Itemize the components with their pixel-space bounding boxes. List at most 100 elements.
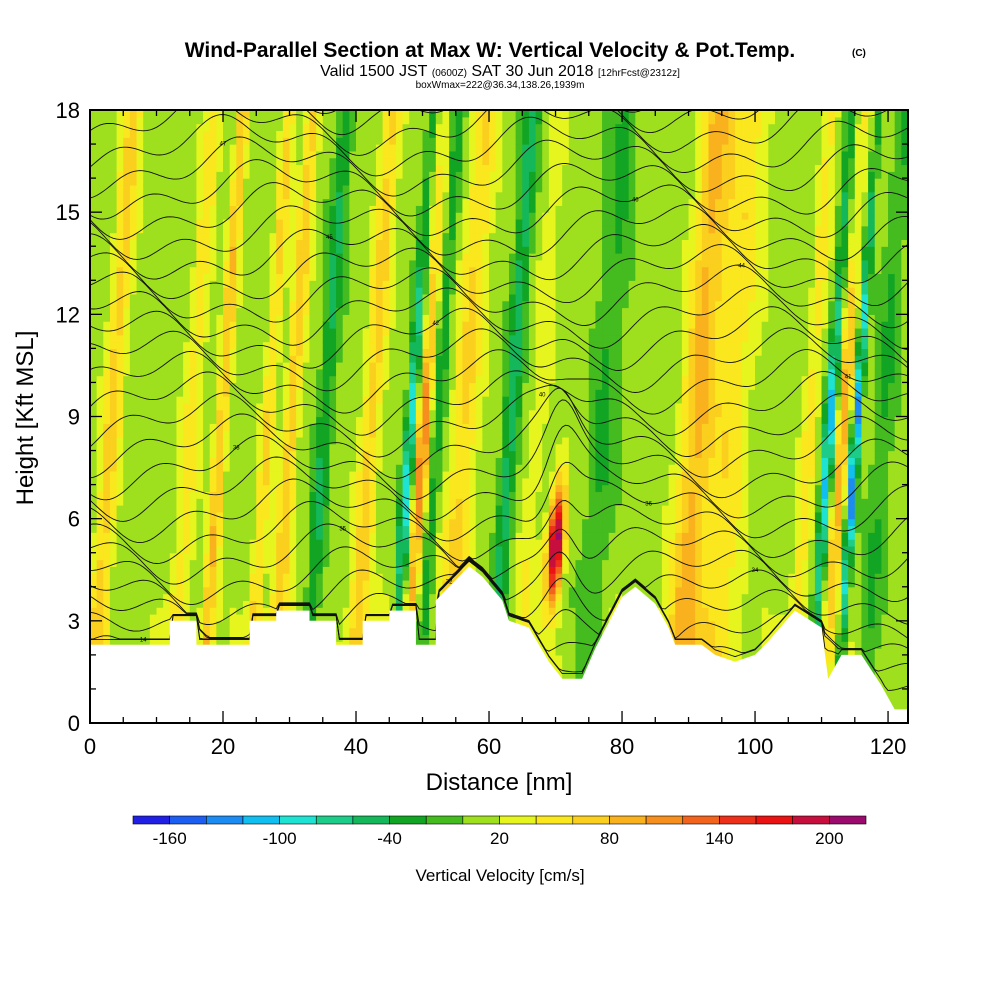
velocity-cell [442,559,450,567]
velocity-cell [442,178,450,186]
velocity-cell [203,171,211,179]
velocity-cell [442,389,450,397]
velocity-cell [276,586,284,595]
velocity-cell [143,614,151,622]
velocity-cell [223,436,231,445]
velocity-cell [296,218,304,227]
velocity-cell [309,144,317,152]
velocity-cell [276,430,284,438]
velocity-cell [296,491,304,499]
velocity-cell [183,150,191,159]
velocity-cell [209,402,217,411]
velocity-cell [276,457,284,465]
velocity-cell [249,280,257,288]
velocity-cell [276,409,284,418]
velocity-cell [442,110,450,118]
velocity-cell [269,266,277,275]
velocity-cell [296,430,304,438]
velocity-cell [316,253,324,261]
velocity-cell [276,389,284,397]
velocity-cell [109,614,118,622]
velocity-cell [183,402,191,411]
velocity-cell [176,334,184,343]
velocity-cell [156,402,164,411]
velocity-cell [382,545,390,554]
velocity-cell [109,280,118,288]
velocity-cell [435,436,444,445]
velocity-cell [103,266,111,275]
velocity-cell [96,164,104,172]
velocity-cell [189,539,198,547]
velocity-cell [336,491,344,499]
velocity-cell [349,314,357,322]
velocity-cell [409,532,417,540]
velocity-cell [389,178,397,186]
velocity-cell [109,130,118,138]
velocity-cell [242,614,251,622]
velocity-cell [196,287,204,295]
velocity-cell [189,450,198,458]
velocity-cell [96,321,104,329]
velocity-cell [402,157,410,166]
velocity-cell [136,239,144,247]
velocity-cell [256,239,264,247]
velocity-cell [196,293,204,302]
velocity-cell [402,586,410,595]
velocity-cell [149,505,158,513]
velocity-cell [369,566,377,574]
velocity-cell [116,362,124,370]
velocity-cell [163,110,171,118]
velocity-cell [395,314,404,322]
velocity-cell [395,539,404,547]
velocity-cell [409,137,417,145]
velocity-cell [209,225,217,234]
velocity-cell [429,579,437,588]
velocity-cell [176,511,184,520]
velocity-cell [415,600,424,608]
velocity-cell [329,464,337,472]
velocity-cell [123,423,131,431]
velocity-cell [129,287,138,295]
velocity-cell [223,423,231,431]
velocity-cell [103,144,111,152]
velocity-cell [402,239,410,247]
velocity-cell [256,430,264,438]
velocity-cell [96,430,104,438]
velocity-cell [109,505,118,513]
velocity-cell [183,116,191,125]
velocity-cell [90,130,98,138]
velocity-cell [143,225,151,234]
velocity-cell [209,573,217,581]
velocity-cell [123,518,131,527]
velocity-cell [96,232,104,241]
velocity-cell [329,348,337,356]
velocity-cell [249,273,257,281]
velocity-cell [389,130,397,138]
velocity-cell [402,218,410,227]
velocity-cell [242,150,251,159]
velocity-cell [342,402,350,411]
velocity-cell [342,150,350,159]
velocity-cell [362,164,370,172]
velocity-cell [362,498,370,506]
velocity-cell [356,130,364,138]
velocity-cell [455,491,464,499]
velocity-cell [262,300,271,309]
velocity-cell [282,436,291,445]
velocity-cell [442,484,450,493]
velocity-cell [342,579,350,588]
velocity-cell [395,505,404,513]
velocity-cell [362,307,370,315]
velocity-cell [123,436,131,445]
velocity-cell [342,116,350,125]
velocity-cell [316,402,324,411]
velocity-cell [249,430,257,438]
velocity-cell [109,423,118,431]
velocity-cell [176,552,184,561]
velocity-cell [216,287,224,295]
velocity-cell [296,198,304,206]
velocity-cell [276,525,284,533]
velocity-cell [183,423,191,431]
velocity-cell [362,178,370,186]
velocity-cell [90,402,98,411]
